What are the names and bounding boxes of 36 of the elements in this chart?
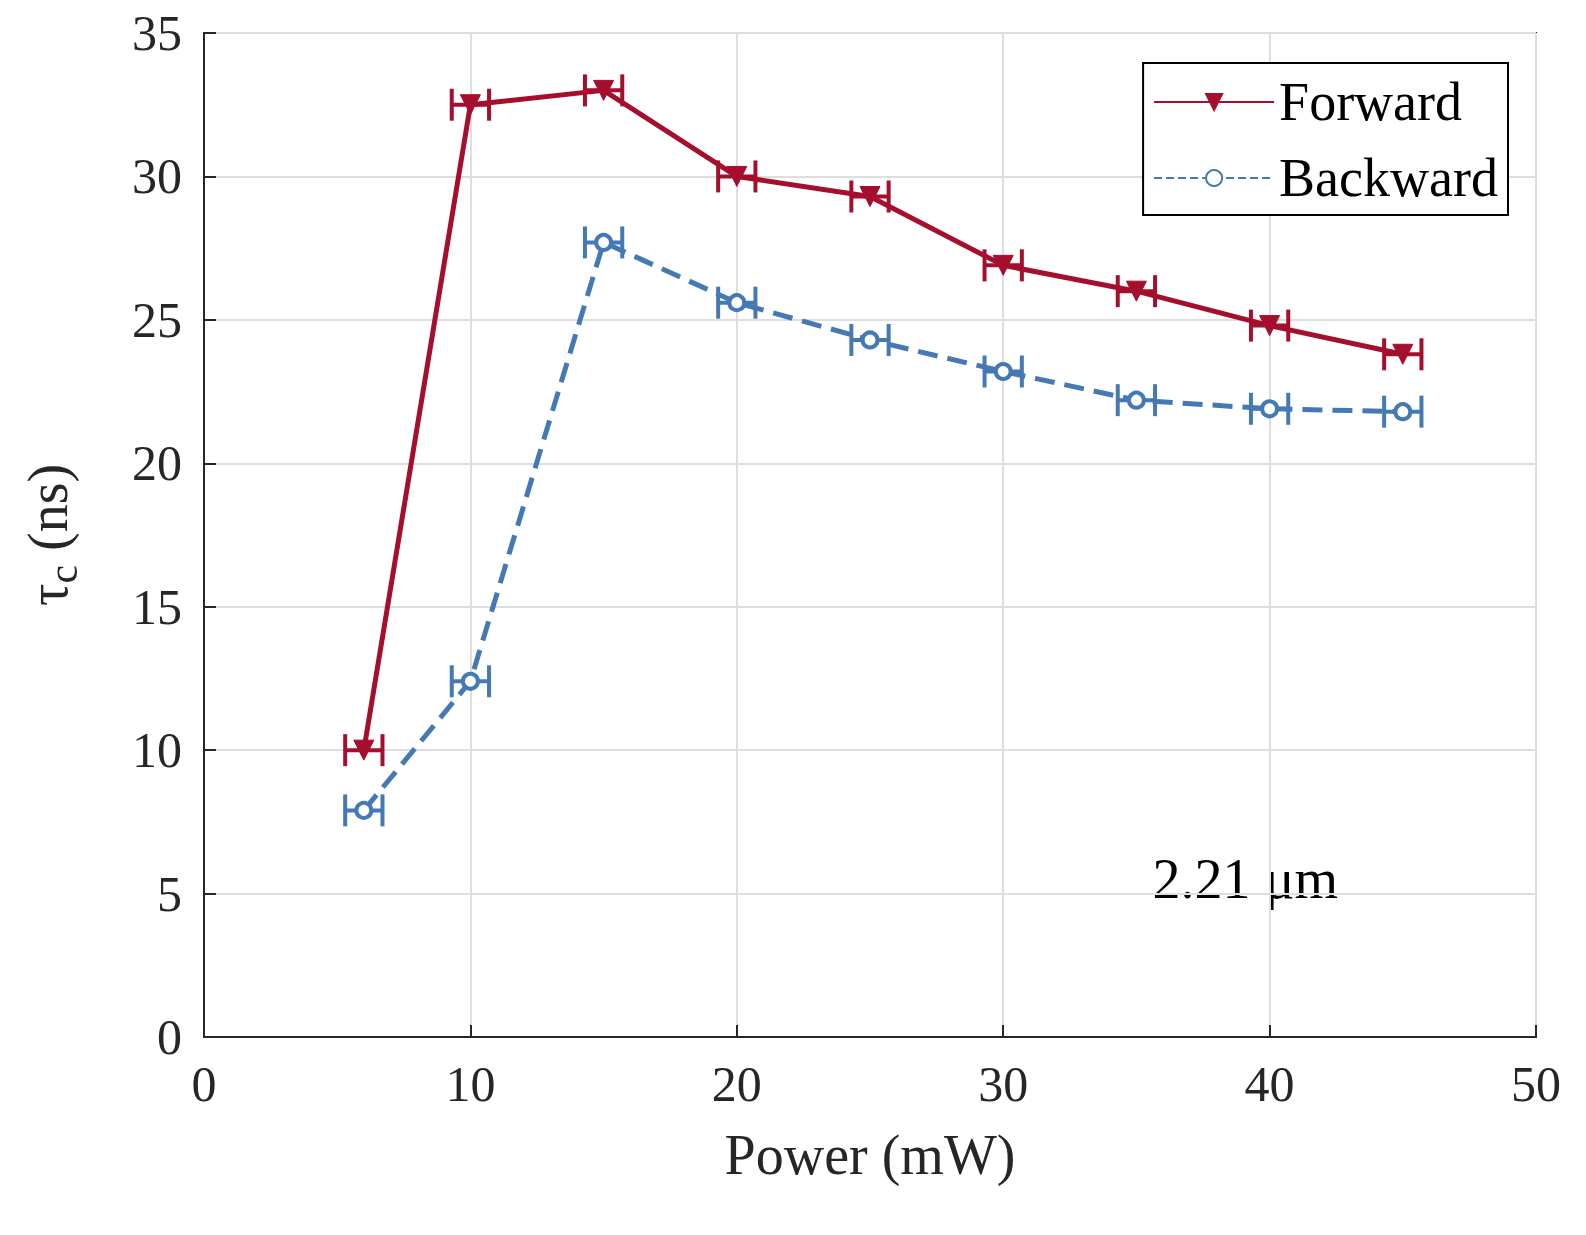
y-axis-title: τc (ns)	[17, 463, 86, 607]
legend-label: Forward	[1279, 72, 1463, 132]
point	[593, 79, 615, 101]
x-tick-label: 30	[978, 1056, 1029, 1112]
y-tick-label: 30	[132, 148, 182, 205]
point	[460, 671, 480, 691]
y-tick-label: 15	[132, 578, 182, 635]
x-axis-title: Power (mW)	[724, 1124, 1016, 1187]
point	[1259, 315, 1281, 337]
x-tick-label: 20	[711, 1056, 762, 1112]
x-tick-label: 50	[1511, 1056, 1561, 1112]
point	[727, 293, 747, 313]
point	[594, 232, 614, 252]
point	[354, 800, 374, 820]
y-tick-label: 5	[157, 865, 182, 922]
y-tick-label: 25	[132, 291, 182, 348]
point	[1125, 280, 1147, 302]
point	[726, 165, 748, 187]
x-tick-label: 40	[1244, 1056, 1295, 1112]
point	[859, 186, 881, 208]
y-tick-label: 0	[157, 1009, 182, 1065]
x-tick-label: 0	[191, 1056, 217, 1112]
point	[993, 361, 1013, 381]
legend-label: Backward	[1279, 148, 1499, 208]
y-tick-label: 35	[132, 5, 182, 61]
y-tick-label: 10	[132, 722, 182, 779]
point	[1393, 402, 1413, 422]
y-tick-label: 20	[132, 435, 182, 492]
point	[860, 330, 880, 350]
point	[1126, 390, 1146, 410]
x-tick-label: 10	[445, 1056, 496, 1112]
point	[1260, 399, 1280, 419]
point	[353, 739, 375, 761]
point	[992, 254, 1014, 276]
point	[459, 94, 481, 116]
point	[1392, 343, 1414, 365]
